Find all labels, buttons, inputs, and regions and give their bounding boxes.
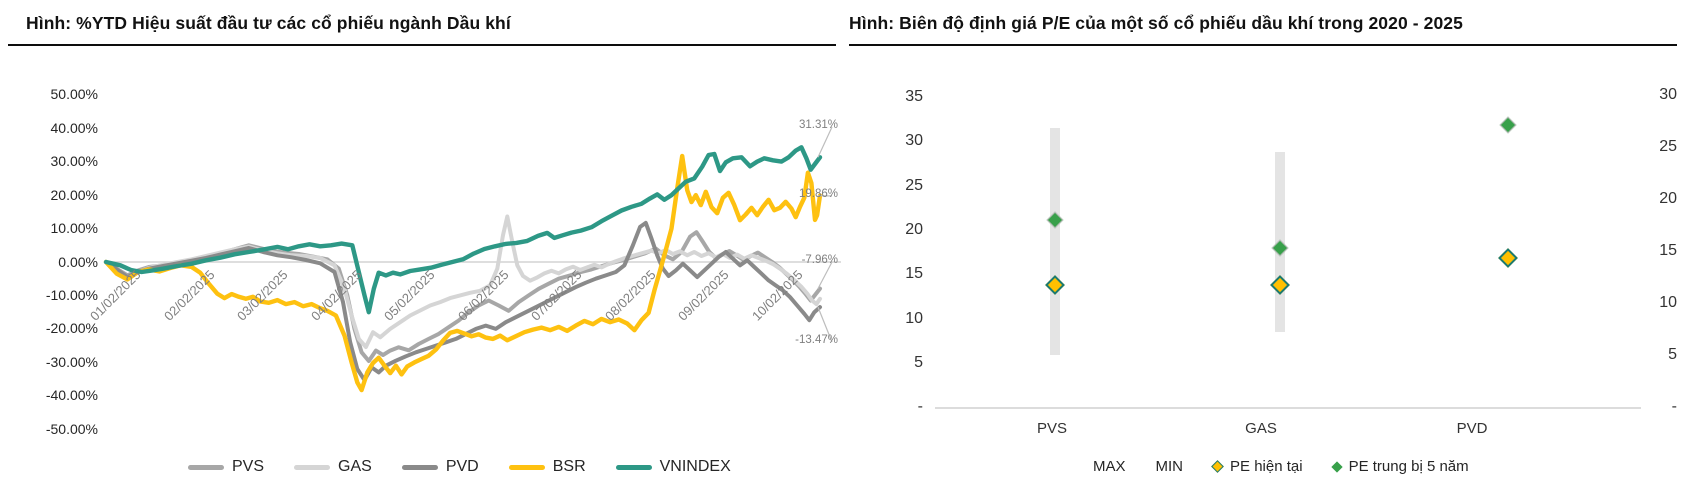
y-axis-tick-label: 20.00% (50, 186, 98, 203)
legend-item-BSR: BSR (508, 458, 586, 476)
left-chart-legend: PVS GAS PVD BSR VNINDEX (188, 458, 731, 476)
left-chart-title: Hình: %YTD Hiệu suất đầu tư các cổ phiếu… (26, 13, 511, 33)
y-axis-tick-label: 0.00% (58, 253, 98, 270)
pe-right-axis-tick: 10 (1659, 294, 1677, 311)
pe-current-marker-icon-PVS (1045, 274, 1065, 295)
GAS-line-swatch-icon (294, 464, 331, 470)
y-axis-tick-label: -30.00% (45, 353, 98, 370)
pe-left-axis-tick: - (917, 398, 923, 416)
legend-item-max: MAX (1093, 458, 1126, 475)
y-axis-tick-label: -10.00% (45, 286, 98, 303)
pe-left-axis-tick: 35 (905, 88, 923, 105)
left-plot-svg (103, 126, 841, 393)
legend-item-GAS: GAS (294, 458, 372, 476)
max-min-range-bar-PVS (1050, 127, 1060, 355)
series-line-BSR (103, 153, 823, 393)
series-end-label-VNINDEX: 31.31% (798, 119, 838, 131)
pe-right-axis-tick: 5 (1668, 346, 1677, 363)
left-chart-panel: Hình: %YTD Hiệu suất đầu tư các cổ phiếu… (8, 13, 841, 476)
pe-right-axis-tick: 25 (1659, 138, 1677, 155)
category-label-PVS: PVS (1036, 420, 1067, 437)
pe-left-axis-tick: 30 (905, 132, 923, 150)
end-label-leader-line (817, 261, 833, 289)
pe-right-axis-tick: 15 (1659, 242, 1677, 259)
right-chart-title: Hình: Biên độ định giá P/E của một số cổ… (849, 13, 1463, 33)
pe-average-marker-icon-PVD (1499, 116, 1517, 134)
legend-label: PE hiện tại (1230, 458, 1303, 475)
legend-item-pe-hiện-tại: PE hiện tại (1211, 458, 1303, 475)
pe-right-axis-tick: 30 (1659, 86, 1677, 103)
legend-item-pe-trung-bị-5-năm: PE trung bị 5 năm (1330, 458, 1469, 475)
y-axis-tick-label: -40.00% (45, 387, 98, 404)
legend-item-PVS: PVS (188, 458, 264, 476)
PVS-line-swatch-icon (188, 464, 224, 470)
end-label-leader-line (817, 126, 833, 158)
legend-label: GAS (338, 458, 372, 475)
legend-label: MIN (1155, 458, 1184, 475)
legend-item-PVD: PVD (401, 458, 479, 476)
category-label-PVD: PVD (1456, 420, 1488, 437)
right-chart-panel: Hình: Biên độ định giá P/E của một số cổ… (841, 0, 1682, 495)
series-line-PVD (104, 220, 822, 383)
BSR-line-swatch-icon (508, 464, 545, 470)
right-chart-legend: MAX MIN PE hiện tại PE trung bị 5 năm (1093, 458, 1469, 475)
PVD-line-swatch-icon (401, 464, 438, 470)
series-end-label-BSR: 19.86% (798, 188, 838, 200)
legend-label: PVS (232, 458, 265, 475)
pe-current-swatch-icon (1211, 460, 1224, 473)
y-axis-tick-label: 40.00% (50, 119, 98, 136)
VNINDEX-line-swatch-icon (615, 464, 652, 470)
pe-left-axis-tick: 15 (905, 265, 923, 283)
pe-right-axis-tick: - (1671, 398, 1677, 415)
legend-item-min: MIN (1156, 458, 1184, 475)
pe-current-marker-icon-PVD (1498, 248, 1518, 268)
legend-label: PVD (445, 458, 479, 475)
pe-left-axis-tick: 20 (905, 220, 923, 238)
legend-item-VNINDEX: VNINDEX (615, 458, 731, 476)
series-end-label-PVS: -7.96% (801, 254, 838, 266)
legend-label: VNINDEX (659, 458, 731, 475)
y-axis-tick-label: 10.00% (50, 220, 98, 237)
end-label-leader-line (817, 306, 833, 343)
y-axis-tick-label: 30.00% (50, 153, 98, 170)
series-line-VNINDEX (103, 145, 823, 315)
y-axis-tick-label: 50.00% (50, 86, 98, 103)
title-underline (849, 44, 1677, 46)
category-label-GAS: GAS (1245, 420, 1277, 437)
legend-label: BSR (552, 458, 586, 475)
pe-right-axis-tick: 20 (1659, 190, 1677, 207)
legend-label: MAX (1093, 458, 1126, 475)
y-axis-tick-label: -50.00% (45, 420, 98, 437)
x-axis-baseline (935, 407, 1641, 409)
legend-label: PE trung bị 5 năm (1348, 458, 1469, 475)
pe-left-axis-tick: 5 (914, 353, 923, 371)
pe-current-marker-icon-GAS (1270, 275, 1290, 296)
title-underline (8, 44, 836, 46)
series-end-label-PVD: -13.47% (795, 334, 838, 346)
pe-left-axis-tick: 10 (905, 309, 923, 327)
y-axis-tick-label: -20.00% (45, 320, 98, 337)
pe-average-swatch-icon (1330, 460, 1343, 473)
pe-left-axis-tick: 25 (905, 176, 923, 194)
